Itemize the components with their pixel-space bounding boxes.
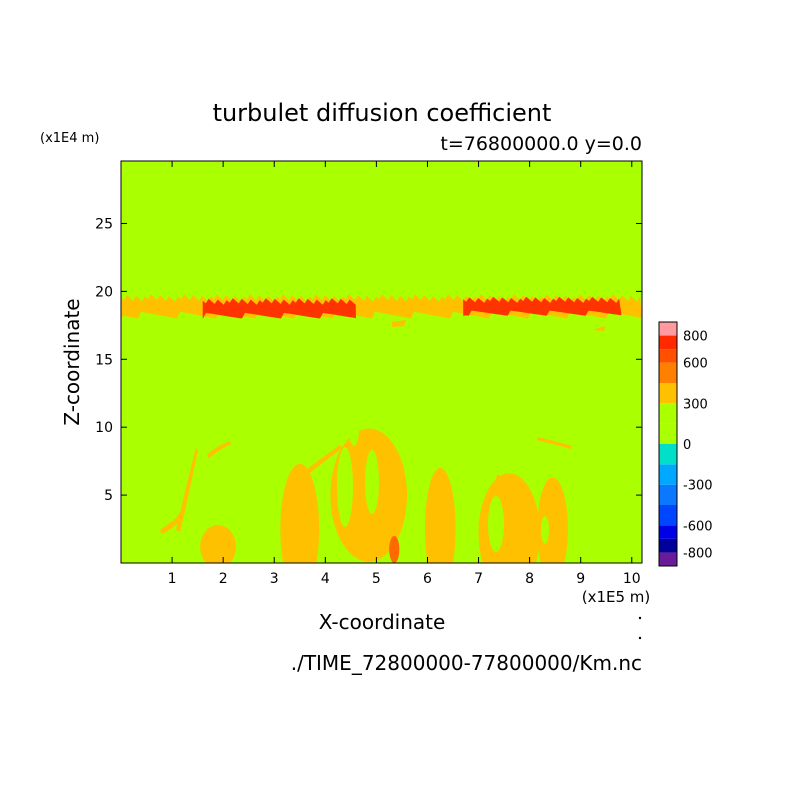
colorbar-swatch — [659, 538, 677, 553]
colorbar-label: 600 — [683, 357, 708, 372]
plot-area — [120, 160, 643, 564]
colorbar-label: -300 — [683, 479, 713, 494]
colorbar-swatch — [659, 349, 677, 363]
colorbar-label: -600 — [683, 519, 713, 534]
colorbar-swatch — [659, 383, 677, 404]
y-tick-label: 10 — [95, 420, 113, 436]
colorbar-label: 800 — [683, 330, 708, 345]
chart-title: turbulet diffusion coefficient — [213, 99, 552, 127]
dot-marker — [638, 616, 642, 620]
feature-band — [202, 298, 356, 319]
y-axis-label: Z-coordinate — [60, 298, 84, 425]
x-unit-label: (x1E5 m) — [582, 588, 651, 606]
feature-streak — [593, 326, 605, 331]
feature-blob — [280, 463, 320, 563]
colorbar-swatch — [659, 403, 677, 424]
x-tick-label: 10 — [623, 571, 641, 587]
colorbar-swatch — [659, 464, 677, 485]
feature-blob — [200, 524, 236, 563]
colorbar-frame — [658, 321, 678, 567]
colorbar: 800 600 300 0 -300 -600 -800 — [658, 321, 713, 567]
field-hole — [349, 414, 359, 446]
colorbar-swatch — [659, 444, 677, 465]
x-axis-label: X-coordinate — [319, 610, 446, 634]
chart-subtitle: t=76800000.0 y=0.0 — [440, 133, 642, 155]
x-tick-label: 7 — [474, 571, 483, 587]
field-hole — [541, 516, 549, 544]
x-tick-label: 3 — [270, 571, 279, 587]
x-tick-label: 8 — [525, 571, 534, 587]
y-tick-label: 20 — [95, 284, 113, 300]
y-tick-label: 5 — [104, 488, 113, 504]
colorbar-label: -800 — [683, 546, 713, 561]
x-tick-label: 1 — [168, 571, 177, 587]
feature-streak — [160, 512, 183, 534]
colorbar-swatch — [659, 525, 677, 539]
dot-marker — [638, 636, 642, 640]
x-tick-label: 9 — [576, 571, 585, 587]
feature-streak — [207, 441, 231, 458]
field-hole — [365, 450, 379, 514]
y-axis: 5 10 15 20 25 — [95, 216, 642, 504]
colorbar-swatch — [659, 335, 677, 350]
colorbar-swatch — [659, 505, 677, 526]
feature-streak — [537, 437, 572, 449]
file-caption: ./TIME_72800000-77800000/Km.nc — [291, 651, 642, 675]
colorbar-swatch — [659, 362, 677, 383]
feature-blob — [424, 467, 456, 563]
colorbar-label: 300 — [683, 397, 708, 412]
colorbar-swatch — [659, 322, 677, 336]
plot-frame — [120, 160, 643, 564]
feature-streak — [306, 445, 342, 474]
x-axis: 1 2 3 4 5 6 7 8 9 10 — [168, 161, 641, 587]
x-tick-label: 4 — [321, 571, 330, 587]
x-tick-label: 6 — [423, 571, 432, 587]
x-tick-label: 2 — [219, 571, 228, 587]
feature-streak — [478, 474, 500, 526]
y-tick-label: 15 — [95, 352, 113, 368]
feature-band — [463, 296, 622, 316]
colorbar-swatch — [659, 423, 677, 444]
x-tick-label: 5 — [372, 571, 381, 587]
field-hole — [488, 496, 504, 552]
colorbar-swatch — [659, 552, 677, 566]
feature-blob — [389, 535, 400, 563]
y-unit-label: (x1E4 m) — [40, 131, 99, 146]
y-tick-label: 25 — [95, 216, 113, 232]
field-hole — [337, 447, 353, 527]
colorbar-label: 0 — [683, 438, 691, 453]
colorbar-swatch — [659, 484, 677, 505]
feature-streak — [176, 448, 198, 532]
feature-streak — [392, 320, 406, 327]
